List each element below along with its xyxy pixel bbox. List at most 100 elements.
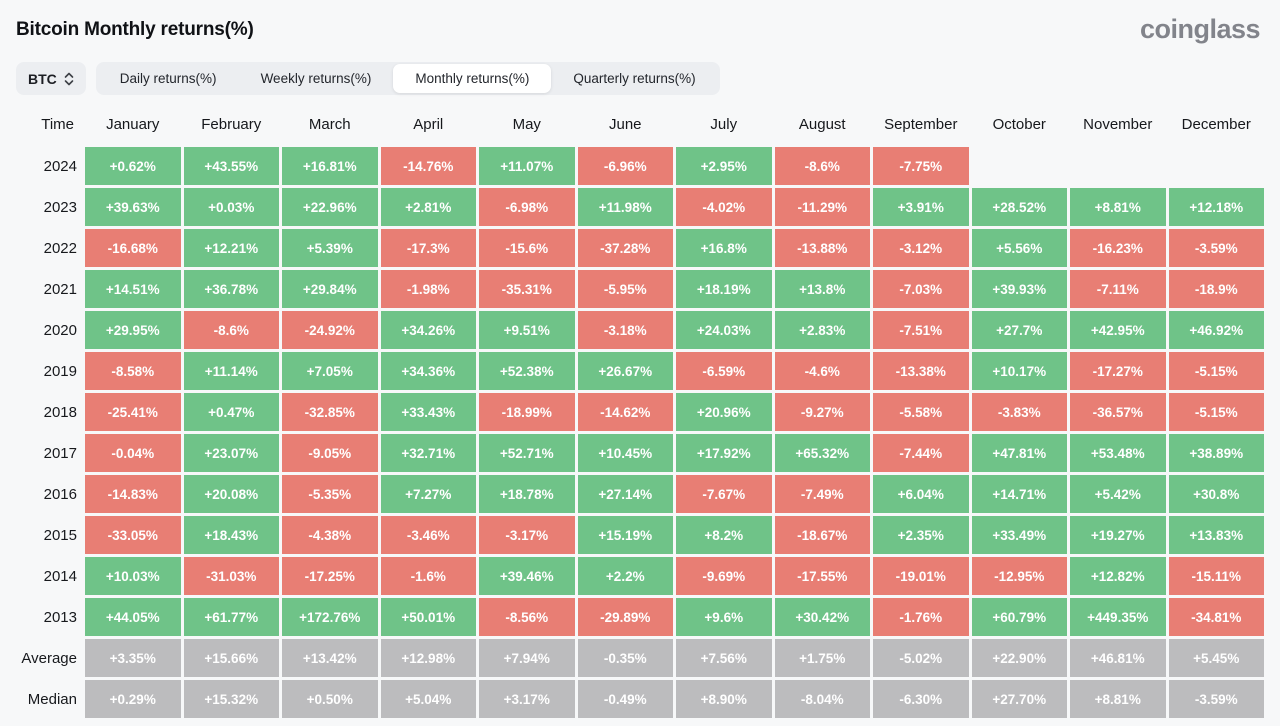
return-cell: +0.03% — [183, 188, 279, 226]
table-row: Median +0.29% +15.32% +0.50% +5.04% +3.17% -0.… — [16, 680, 1264, 718]
return-cell: -12.95% — [971, 557, 1067, 595]
table-row: 2013 +44.05% +61.77% +172.76% +50.01% -8.56% -… — [16, 598, 1264, 636]
return-cell: -4.02% — [676, 188, 772, 226]
return-cell: -7.11% — [1070, 270, 1166, 308]
return-cell: +449.35% — [1070, 598, 1166, 636]
table-row: 2019 -8.58% +11.14% +7.05% +34.36% +52.38% +26… — [16, 352, 1264, 390]
return-cell: -14.76% — [380, 147, 476, 185]
return-cell: -19.01% — [873, 557, 969, 595]
return-cell: +172.76% — [282, 598, 378, 636]
table-row: 2015 -33.05% +18.43% -4.38% -3.46% -3.17% +15.… — [16, 516, 1264, 554]
return-cell: +53.48% — [1070, 434, 1166, 472]
return-cell: +2.95% — [676, 147, 772, 185]
return-cell: +24.03% — [676, 311, 772, 349]
table-row: 2020 +29.95% -8.6% -24.92% +34.26% +9.51% -3.1… — [16, 311, 1264, 349]
table-row: 2022 -16.68% +12.21% +5.39% -17.3% -15.6% -37.… — [16, 229, 1264, 267]
return-cell: -29.89% — [577, 598, 673, 636]
return-cell: -36.57% — [1070, 393, 1166, 431]
row-label: 2024 — [43, 157, 77, 175]
return-cell: +5.04% — [380, 680, 476, 718]
return-cell: +14.51% — [85, 270, 181, 308]
return-cell: +11.14% — [183, 352, 279, 390]
return-cell: +5.42% — [1070, 475, 1166, 513]
return-cell: -7.75% — [873, 147, 969, 185]
month-column-header: January — [106, 115, 160, 133]
return-cell: +29.95% — [85, 311, 181, 349]
tab-monthly-returns[interactable]: Monthly returns(%) — [393, 64, 552, 93]
return-cell: -7.67% — [676, 475, 772, 513]
return-cell: +16.81% — [282, 147, 378, 185]
return-cell: -4.6% — [774, 352, 870, 390]
return-cell: +34.26% — [380, 311, 476, 349]
tab-weekly-returns[interactable]: Weekly returns(%) — [239, 64, 394, 93]
return-cell: -33.05% — [85, 516, 181, 554]
row-label: 2022 — [43, 239, 77, 257]
coin-selector[interactable]: BTC — [16, 62, 86, 95]
return-cell: -11.29% — [774, 188, 870, 226]
return-cell: -9.27% — [774, 393, 870, 431]
return-cell: +13.8% — [774, 270, 870, 308]
return-cell: +50.01% — [380, 598, 476, 636]
return-cell: +20.08% — [183, 475, 279, 513]
tab-quarterly-returns[interactable]: Quarterly returns(%) — [551, 64, 717, 93]
return-cell: -6.98% — [479, 188, 575, 226]
month-column-header: October — [992, 115, 1046, 133]
return-cell — [972, 147, 1068, 185]
return-cell: -1.6% — [380, 557, 476, 595]
return-cell: +11.98% — [577, 188, 673, 226]
return-cell: +9.6% — [676, 598, 772, 636]
row-label: Average — [21, 649, 77, 667]
return-cell: -24.92% — [282, 311, 378, 349]
row-label: 2020 — [43, 321, 77, 339]
return-cell: +23.07% — [183, 434, 279, 472]
return-cell: +60.79% — [971, 598, 1067, 636]
return-cell: +9.51% — [479, 311, 575, 349]
return-cell: +14.71% — [971, 475, 1067, 513]
return-cell: -34.81% — [1168, 598, 1264, 636]
table-row: 2016 -14.83% +20.08% -5.35% +7.27% +18.78% +27… — [16, 475, 1264, 513]
return-cell: -5.35% — [282, 475, 378, 513]
return-cell: +15.32% — [183, 680, 279, 718]
return-cell: +15.66% — [183, 639, 279, 677]
return-cell: +8.81% — [1070, 680, 1166, 718]
return-cell: +17.92% — [676, 434, 772, 472]
return-cell: +1.75% — [774, 639, 870, 677]
return-cell: +52.71% — [479, 434, 575, 472]
table-row: Average +3.35% +15.66% +13.42% +12.98% +7.94%… — [16, 639, 1264, 677]
returns-table: Time January February March April May June July… — [0, 110, 1280, 718]
return-cell: -17.27% — [1070, 352, 1166, 390]
return-cell: +12.82% — [1070, 557, 1166, 595]
return-cell: +8.90% — [676, 680, 772, 718]
return-cell: -7.44% — [873, 434, 969, 472]
month-column-header: November — [1083, 115, 1153, 133]
return-cell: -0.35% — [577, 639, 673, 677]
return-cell: +8.81% — [1070, 188, 1166, 226]
return-cell: +0.29% — [85, 680, 181, 718]
month-column-header: June — [608, 115, 642, 133]
row-label: 2017 — [43, 444, 77, 462]
return-cell: -3.17% — [479, 516, 575, 554]
return-cell: +39.93% — [971, 270, 1067, 308]
month-column-header: December — [1181, 115, 1251, 133]
return-cell: -8.56% — [479, 598, 575, 636]
return-cell: +32.71% — [380, 434, 476, 472]
return-cell: -5.95% — [577, 270, 673, 308]
table-header-row: Time January February March April May June July… — [16, 110, 1264, 138]
tab-daily-returns[interactable]: Daily returns(%) — [98, 64, 239, 93]
return-cell: -9.05% — [282, 434, 378, 472]
updown-chevron-icon — [64, 72, 74, 86]
return-cell: +0.50% — [282, 680, 378, 718]
return-cell: -37.28% — [577, 229, 673, 267]
table-row: 2023 +39.63% +0.03% +22.96% +2.81% -6.98% +11.… — [16, 188, 1264, 226]
return-cell: +39.63% — [85, 188, 181, 226]
return-cell: -8.6% — [774, 147, 870, 185]
return-cell: +65.32% — [774, 434, 870, 472]
return-cell: -17.3% — [380, 229, 476, 267]
return-cell: +33.49% — [971, 516, 1067, 554]
return-cell: -5.58% — [873, 393, 969, 431]
return-cell: +46.92% — [1168, 311, 1264, 349]
row-label: 2019 — [43, 362, 77, 380]
return-cell: -0.04% — [85, 434, 181, 472]
return-cell: -1.98% — [380, 270, 476, 308]
return-cell: -8.6% — [183, 311, 279, 349]
